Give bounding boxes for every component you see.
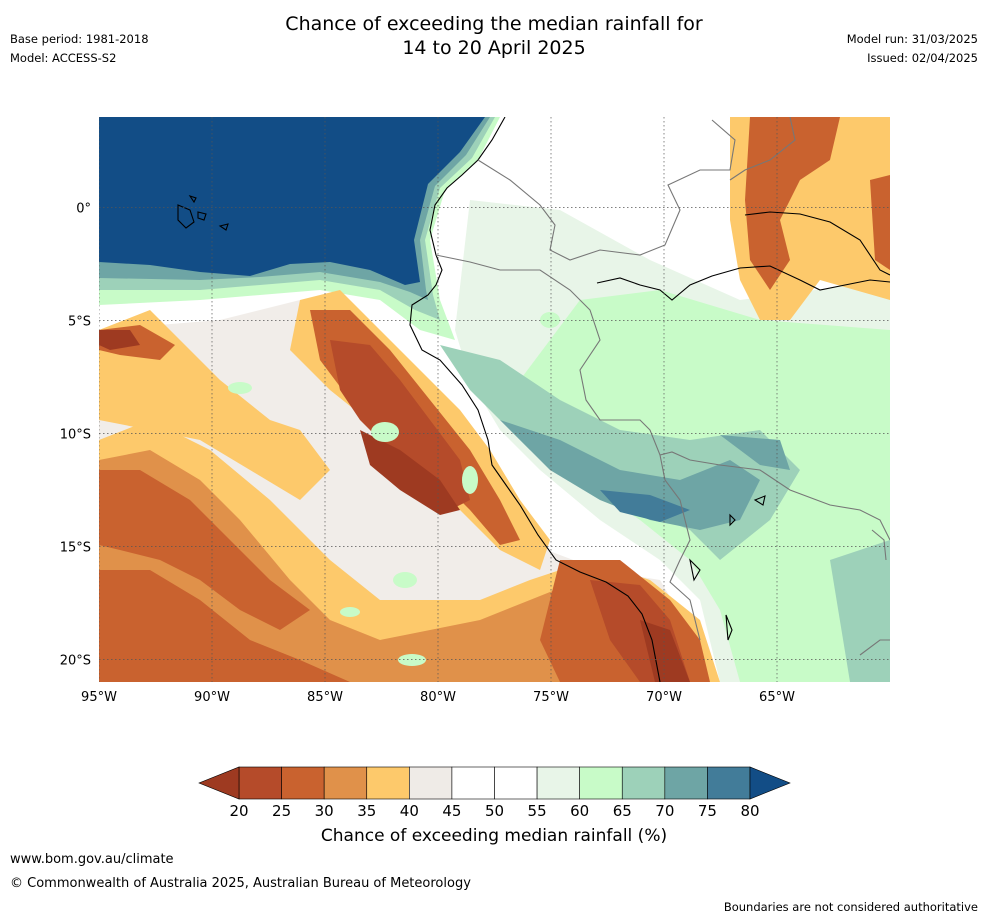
colorbar-swatch — [664, 766, 708, 800]
colorbar-swatch — [494, 766, 538, 800]
colorbar-tick-label: 65 — [613, 802, 632, 820]
colorbar-swatch — [536, 766, 580, 800]
lon-tick-label: 65°W — [759, 690, 795, 705]
coastline — [177, 117, 890, 682]
colorbar-tick-label: 20 — [229, 802, 248, 820]
colorbar-swatch — [238, 766, 282, 800]
colorbar-under-arrow — [198, 766, 240, 800]
colorbar-tick-label: 25 — [272, 802, 291, 820]
colorbar-tick-label: 50 — [485, 802, 504, 820]
model-run-text: Model run: 31/03/2025 — [846, 32, 978, 46]
low-chance-band — [99, 117, 890, 682]
scattered-green-patches — [228, 312, 560, 666]
axis-labels: 95°W 90°W 85°W 80°W 75°W 70°W 65°W 0° 5°S 10°S 15°… — [60, 201, 795, 705]
colorbar-over-arrow — [749, 766, 791, 800]
colorbar-tick-label: 60 — [570, 802, 589, 820]
lon-tick-label: 70°W — [646, 690, 682, 705]
lon-tick-label: 85°W — [307, 690, 343, 705]
lat-tick-label: 5°S — [68, 314, 91, 329]
colorbar-swatch — [707, 766, 751, 800]
colorbar-tick-label: 30 — [315, 802, 334, 820]
website-text: www.bom.gov.au/climate — [10, 852, 174, 867]
colorbar-tick-label: 80 — [740, 802, 759, 820]
issued-text: Issued: 02/04/2025 — [867, 51, 978, 65]
colorbar: 20 25 30 35 40 45 50 55 60 65 70 75 80 — [198, 766, 791, 820]
colorbar-tick-label: 75 — [698, 802, 717, 820]
colorbar-swatch — [451, 766, 495, 800]
lon-tick-label: 95°W — [81, 690, 117, 705]
lon-tick-label: 80°W — [420, 690, 456, 705]
colorbar-tick-label: 70 — [655, 802, 674, 820]
lon-tick-label: 90°W — [194, 690, 230, 705]
colorbar-swatch — [281, 766, 325, 800]
colorbar-tick-label: 45 — [442, 802, 461, 820]
map-title: Chance of exceeding the median rainfall … — [0, 12, 988, 60]
copyright-text: © Commonwealth of Australia 2025, Austra… — [10, 876, 471, 891]
lon-tick-label: 75°W — [533, 690, 569, 705]
model-text: Model: ACCESS-S2 — [10, 51, 117, 65]
country-borders — [435, 117, 890, 656]
map-title-line1: Chance of exceeding the median rainfall … — [285, 13, 703, 35]
lat-tick-label: 10°S — [60, 427, 91, 442]
high-chance-ocean — [99, 117, 500, 340]
disclaimer-text: Boundaries are not considered authoritat… — [723, 900, 978, 914]
map-title-line2: 14 to 20 April 2025 — [402, 37, 586, 59]
colorbar-swatch — [579, 766, 623, 800]
colorbar-swatch — [621, 766, 666, 800]
colorbar-tick-label: 55 — [528, 802, 547, 820]
colorbar-title: Chance of exceeding median rainfall (%) — [320, 826, 668, 846]
lat-tick-label: 15°S — [60, 540, 91, 555]
map-field — [99, 117, 890, 682]
lat-tick-label: 0° — [76, 201, 91, 216]
lat-tick-label: 20°S — [60, 653, 91, 668]
base-period-text: Base period: 1981-2018 — [10, 32, 149, 46]
colorbar-tick-label: 35 — [357, 802, 376, 820]
colorbar-swatch — [409, 766, 453, 800]
colorbar-swatch — [366, 766, 410, 800]
colorbar-swatch — [323, 766, 368, 800]
colorbar-tick-label: 40 — [400, 802, 419, 820]
